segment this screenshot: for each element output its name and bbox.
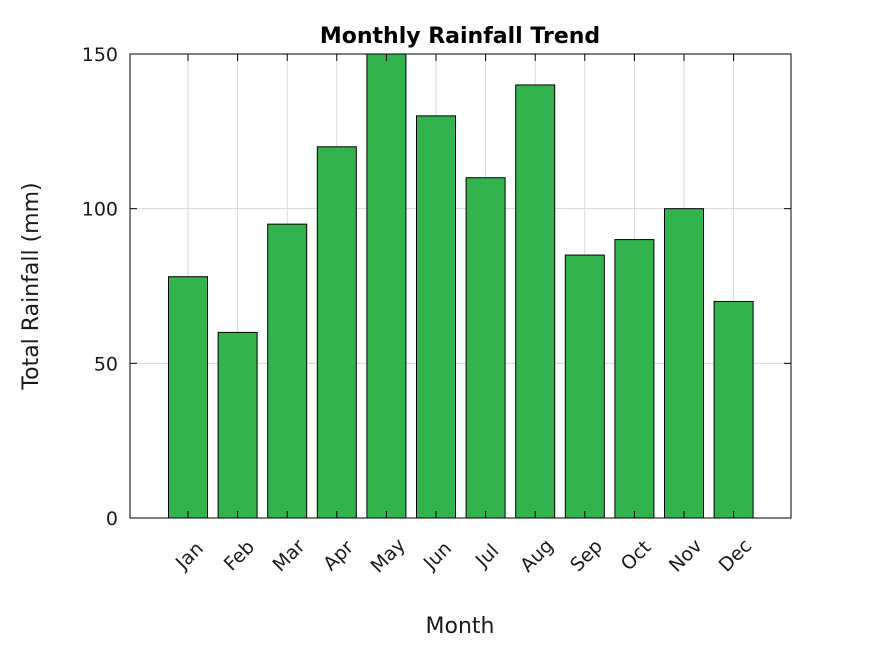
x-tick-label-jan: Jan [171,538,208,575]
bar-sep [564,254,605,519]
bar-oct [614,239,655,519]
x-axis-label: Month [426,614,495,639]
x-tick-label-dec: Dec [715,535,757,577]
x-tick-label-apr: Apr [319,536,358,575]
bar-jan [168,276,208,519]
bar-feb [217,331,258,519]
bar-jul [465,177,506,519]
x-tick-label-jun: Jun [419,537,456,574]
y-tick-label: 0 [106,508,118,530]
x-tick-label-mar: Mar [269,535,310,576]
bar-jun [416,115,456,519]
ticks-layer [130,53,791,519]
x-tick-label-nov: Nov [665,535,707,577]
y-tick-label: 150 [82,44,118,66]
x-tick-label-may: May [366,534,409,577]
x-tick-label-feb: Feb [220,536,259,575]
x-tick-label-aug: Aug [516,535,558,577]
x-tick-label-sep: Sep [566,535,607,576]
x-tick-label-oct: Oct [617,536,656,575]
bar-nov [664,208,704,519]
bar-may [366,53,407,519]
y-tick-label: 50 [94,353,118,375]
chart-title: Monthly Rainfall Trend [320,24,600,49]
bar-dec [713,300,754,519]
bar-mar [267,223,308,519]
y-axis-label: Total Rainfall (mm) [19,182,44,390]
plot-frame [129,53,792,519]
bar-apr [316,146,357,519]
bar-aug [515,84,556,519]
bars-layer [168,53,754,519]
x-tick-label-jul: Jul [471,540,503,572]
y-tick-label: 100 [82,199,118,221]
